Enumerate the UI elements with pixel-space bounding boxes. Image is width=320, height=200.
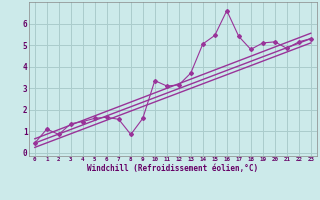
- X-axis label: Windchill (Refroidissement éolien,°C): Windchill (Refroidissement éolien,°C): [87, 164, 258, 173]
